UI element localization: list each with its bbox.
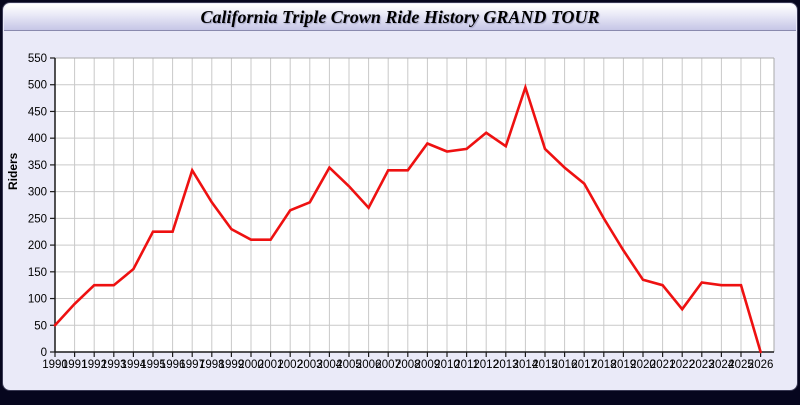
x-tick-label: 2020 [630, 359, 656, 371]
y-tick-label: 300 [28, 187, 47, 199]
x-tick-label: 2019 [611, 359, 637, 371]
y-tick-label: 200 [28, 240, 47, 252]
x-tick-label: 1993 [101, 359, 127, 371]
x-tick-label: 1992 [81, 359, 107, 371]
x-tick-label: 2014 [513, 359, 539, 371]
x-tick-label: 2002 [277, 359, 303, 371]
y-tick-label: 50 [34, 320, 47, 332]
y-tick-label: 350 [28, 160, 47, 172]
plot-background [55, 58, 774, 352]
y-axis-title: Riders [6, 152, 20, 190]
x-tick-label: 2006 [356, 359, 382, 371]
x-tick-label: 2021 [650, 359, 676, 371]
x-tick-label: 2026 [748, 359, 774, 371]
y-tick-label: 150 [28, 267, 47, 279]
x-tick-label: 2003 [297, 359, 323, 371]
x-tick-label: 2008 [395, 359, 421, 371]
y-tick-label: 250 [28, 213, 47, 225]
x-tick-label: 2012 [473, 359, 499, 371]
x-tick-label: 2005 [336, 359, 362, 371]
x-tick-label: 1997 [179, 359, 205, 371]
y-tick-label: 100 [28, 294, 47, 306]
x-tick-label: 2000 [238, 359, 264, 371]
y-tick-label: 450 [28, 106, 47, 118]
title-bar: California Triple Crown Ride History GRA… [4, 4, 796, 31]
ride-history-line [53, 83, 762, 354]
y-tick-label: 550 [28, 53, 47, 65]
x-tick-label: 2022 [669, 359, 695, 371]
x-tick-label: 2013 [493, 359, 519, 371]
x-tick-label: 1990 [42, 359, 68, 371]
x-tick-label: 1995 [140, 359, 166, 371]
x-tick-label: 2016 [552, 359, 578, 371]
x-tick-label: 1996 [160, 359, 186, 371]
x-tick-label: 2024 [709, 359, 735, 371]
x-tick-label: 2023 [689, 359, 715, 371]
x-tick-label: 1991 [62, 359, 88, 371]
x-tick-label: 1994 [121, 359, 147, 371]
x-tick-label: 2017 [571, 359, 597, 371]
x-tick-label: 2018 [591, 359, 617, 371]
y-tick-label: 500 [28, 80, 47, 92]
x-tick-label: 1999 [219, 359, 245, 371]
y-tick-label: 400 [28, 133, 47, 145]
x-tick-label: 2010 [434, 359, 460, 371]
x-tick-label: 2004 [317, 359, 343, 371]
x-tick-label: 2025 [728, 359, 754, 371]
x-tick-label: 2009 [415, 359, 441, 371]
page-title: California Triple Crown Ride History GRA… [200, 6, 600, 27]
x-tick-label: 1998 [199, 359, 225, 371]
y-tick-label: 0 [41, 347, 47, 359]
x-tick-label: 2007 [375, 359, 401, 371]
x-tick-label: 2001 [258, 359, 284, 371]
x-tick-label: 2011 [454, 359, 479, 371]
x-tick-label: 2015 [532, 359, 558, 371]
